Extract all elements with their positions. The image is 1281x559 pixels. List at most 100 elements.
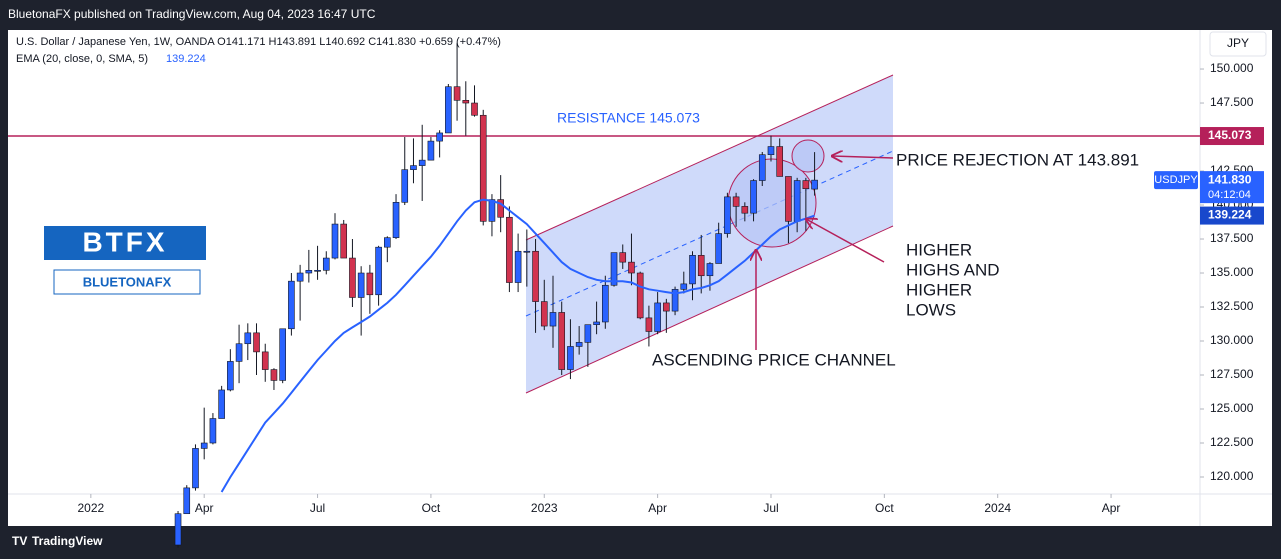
- candle-body: [296, 272, 304, 282]
- candle-body: [427, 140, 435, 161]
- legend-line: U.S. Dollar / Japanese Yen, 1W, OANDA O1…: [16, 36, 501, 48]
- ema-price: 139.224: [1208, 208, 1252, 222]
- candle-body: [357, 272, 365, 298]
- ema-value: 139.224: [166, 53, 206, 65]
- candle-body: [340, 223, 348, 259]
- candle-body: [549, 312, 557, 327]
- rejection-circle: [791, 139, 825, 173]
- x-tick-label: Oct: [875, 501, 894, 515]
- candle-body: [645, 317, 653, 332]
- candle-body: [680, 283, 688, 290]
- y-tick-label: 137.500: [1210, 231, 1254, 245]
- y-tick-label: 120.000: [1210, 469, 1254, 483]
- footer: TradingView: [32, 534, 103, 548]
- candle-body: [462, 100, 470, 104]
- candle-body: [706, 263, 714, 277]
- candle-body: [741, 206, 749, 214]
- x-tick-label: 2023: [531, 501, 558, 515]
- candle-body: [418, 159, 426, 166]
- candle-body: [619, 252, 627, 263]
- candle-body: [244, 332, 252, 345]
- header: BluetonaFX published on TradingView.com,…: [8, 7, 376, 21]
- footer-icon: TV: [12, 534, 27, 548]
- candle-body: [523, 250, 531, 253]
- candle-body: [793, 180, 801, 222]
- resistance-label: RESISTANCE 145.073: [557, 110, 700, 126]
- candle-body: [305, 269, 313, 274]
- annotation: ASCENDING PRICE CHANNEL: [652, 350, 896, 369]
- candle-body: [628, 261, 635, 274]
- candle-body: [410, 165, 417, 170]
- candle-body: [209, 418, 217, 444]
- candle-body: [479, 114, 487, 222]
- annotation: HIGHS AND: [906, 260, 1000, 279]
- candle-body: [610, 252, 618, 286]
- candle-body: [200, 442, 208, 449]
- candle-body: [235, 343, 243, 362]
- y-tick-label: 135.000: [1210, 265, 1254, 279]
- x-tick-label: 2024: [984, 501, 1011, 515]
- candle-body: [758, 154, 766, 181]
- candle-body: [218, 389, 225, 419]
- logo: BTFX: [82, 226, 167, 257]
- candle-body: [732, 196, 740, 207]
- channel-bottom: [525, 225, 894, 394]
- candle-body: [514, 250, 522, 283]
- y-tick-label: 150.000: [1210, 61, 1254, 75]
- candle-body: [715, 233, 722, 264]
- candle-body: [288, 280, 295, 330]
- candle-body: [392, 202, 400, 238]
- y-tick-label: 127.500: [1210, 367, 1254, 381]
- highlight-circle: [727, 158, 817, 248]
- candle-body: [261, 351, 269, 370]
- currency-box[interactable]: [1209, 31, 1267, 57]
- candle-body: [785, 176, 792, 222]
- annotation: PRICE REJECTION AT 143.891: [896, 150, 1139, 169]
- x-tick-label: Apr: [648, 501, 667, 515]
- candle-body: [445, 86, 452, 134]
- resistance-price: 145.073: [1208, 128, 1252, 142]
- y-tick-label: 132.500: [1210, 299, 1254, 313]
- candle-body: [593, 321, 600, 325]
- candle-body: [436, 132, 443, 142]
- x-tick-label: Oct: [422, 501, 441, 515]
- y-tick-label: 122.500: [1210, 435, 1254, 449]
- candle-body: [724, 196, 731, 234]
- candle-body: [471, 102, 478, 116]
- symbol: USDJPY: [1154, 174, 1198, 186]
- candle-body: [279, 328, 286, 381]
- annotation: HIGHER: [906, 240, 972, 259]
- y-tick-label: 147.500: [1210, 95, 1254, 109]
- x-tick-label: Jul: [310, 501, 325, 515]
- candle-body: [331, 223, 339, 259]
- marks: [8, 43, 1200, 548]
- last-price: 141.830: [1208, 172, 1252, 186]
- y-tick-label: 125.000: [1210, 401, 1254, 415]
- y-tick-label: 130.000: [1210, 333, 1254, 347]
- candle-body: [767, 146, 775, 156]
- annotation: HIGHER: [906, 280, 972, 299]
- candle-body: [636, 272, 644, 319]
- candle-body: [253, 332, 260, 353]
- arrow: [806, 219, 885, 263]
- ema-line: [220, 198, 815, 493]
- currency[interactable]: JPY: [1227, 36, 1249, 50]
- ema-label: EMA (20, close, 0, SMA, 5): [16, 53, 148, 65]
- candle-body: [663, 302, 670, 312]
- candle-body: [488, 199, 496, 222]
- candle-body: [532, 250, 539, 302]
- logo-box-small: [53, 269, 201, 295]
- candle-body: [654, 302, 661, 332]
- resistance-price-box: [1200, 127, 1264, 146]
- candle-body: [567, 346, 574, 370]
- candle-body: [540, 301, 548, 327]
- channel-top: [525, 74, 894, 241]
- arrow: [832, 156, 894, 158]
- candle-body: [384, 237, 391, 248]
- candle-body: [349, 257, 356, 298]
- candle-body: [401, 169, 409, 203]
- candle-body: [192, 448, 199, 489]
- candle-body: [227, 361, 234, 391]
- x-tick-label: Jul: [763, 501, 778, 515]
